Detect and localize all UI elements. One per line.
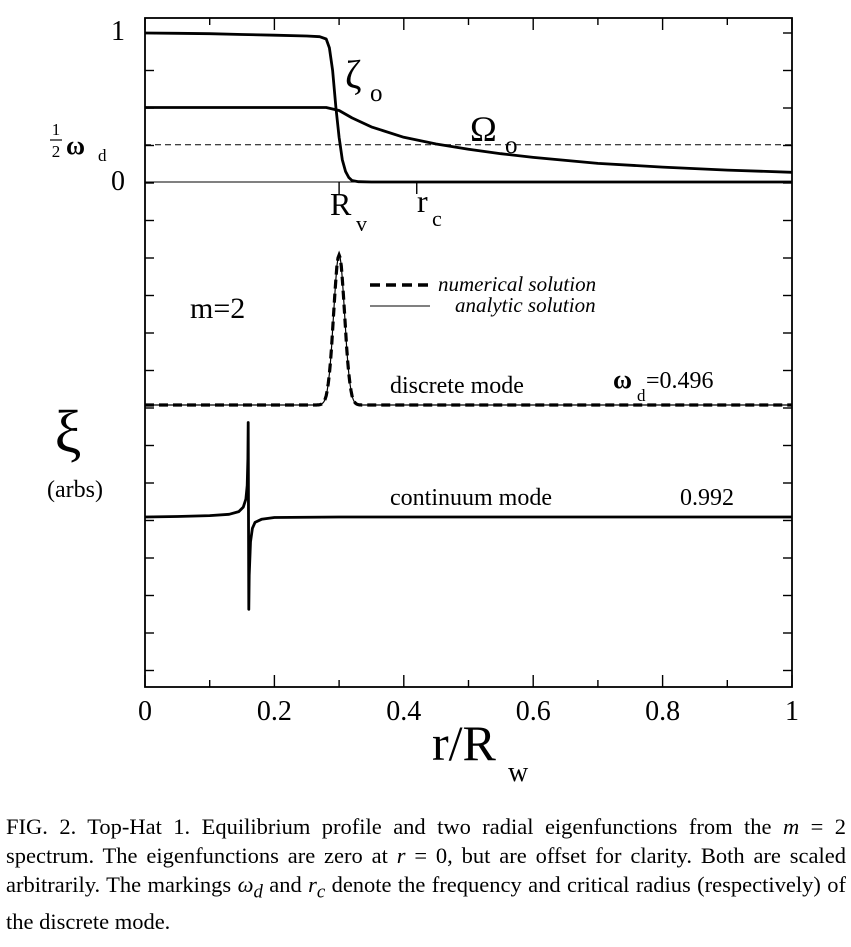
discrete-mode-label: discrete mode — [390, 373, 524, 399]
svg-text:v: v — [356, 211, 367, 236]
continuum-mode-curve — [144, 421, 792, 611]
y-tick-label-half-omega-d: 1 2 ω d — [50, 120, 107, 165]
svg-text:R: R — [330, 186, 352, 222]
x-tick-label: 0.6 — [516, 696, 551, 727]
marker-rv: R v — [330, 186, 367, 236]
svg-text:o: o — [505, 132, 518, 159]
continuum-mode-label: continuum mode — [390, 485, 552, 511]
marker-rc: r c — [417, 183, 442, 231]
discrete-mode-numerical — [145, 250, 792, 407]
x-tick-labels: 0 0.2 0.4 0.6 0.8 1 — [138, 696, 799, 727]
zeta-label: ζ o — [345, 52, 383, 107]
m-annotation: m=2 — [190, 292, 245, 325]
svg-text:w: w — [508, 757, 529, 788]
x-tick-label: 0 — [138, 696, 152, 727]
svg-text:d: d — [637, 386, 646, 405]
svg-text:ω: ω — [66, 131, 85, 160]
y-axis-label-xi: ξ — [55, 399, 82, 465]
x-tick-label: 1 — [785, 696, 799, 727]
figure-caption: FIG. 2. Top-Hat 1. Equilibrium profile a… — [6, 814, 846, 934]
x-tick-label: 0.8 — [645, 696, 680, 727]
zeta-curve — [144, 31, 792, 184]
svg-text:d: d — [98, 146, 107, 165]
x-axis-label: r/R w — [432, 715, 529, 788]
legend-numerical: numerical solution — [438, 272, 596, 296]
svg-text:c: c — [432, 206, 442, 231]
svg-text:=0.496: =0.496 — [646, 368, 714, 394]
svg-text:Ω: Ω — [470, 109, 497, 149]
svg-text:r: r — [417, 183, 428, 219]
omega-curve — [145, 106, 793, 174]
svg-text:ω: ω — [613, 365, 632, 394]
figure: 1 0 1 2 ω d ζ o Ω o R v r c m=2 numerica… — [47, 16, 799, 788]
legend-analytic: analytic solution — [455, 293, 596, 317]
svg-text:o: o — [370, 80, 383, 107]
plot-curves — [144, 31, 793, 611]
y-tick-label-1: 1 — [111, 16, 125, 47]
svg-text:1: 1 — [52, 120, 61, 139]
continuum-mode-frequency: 0.992 — [680, 485, 734, 511]
plot-frame — [144, 17, 793, 688]
axis-ticks — [144, 18, 793, 687]
legend: numerical solution analytic solution — [370, 272, 596, 317]
y-axis-label-arbs: (arbs) — [47, 477, 103, 503]
omega-label: Ω o — [470, 109, 518, 159]
discrete-mode-frequency: ω d =0.496 — [613, 365, 714, 405]
svg-text:r/R: r/R — [432, 715, 497, 771]
svg-text:2: 2 — [52, 142, 61, 161]
x-tick-label: 0.4 — [386, 696, 421, 727]
svg-text:ζ: ζ — [345, 52, 362, 97]
y-tick-label-0: 0 — [111, 166, 125, 197]
x-tick-label: 0.2 — [257, 696, 292, 727]
